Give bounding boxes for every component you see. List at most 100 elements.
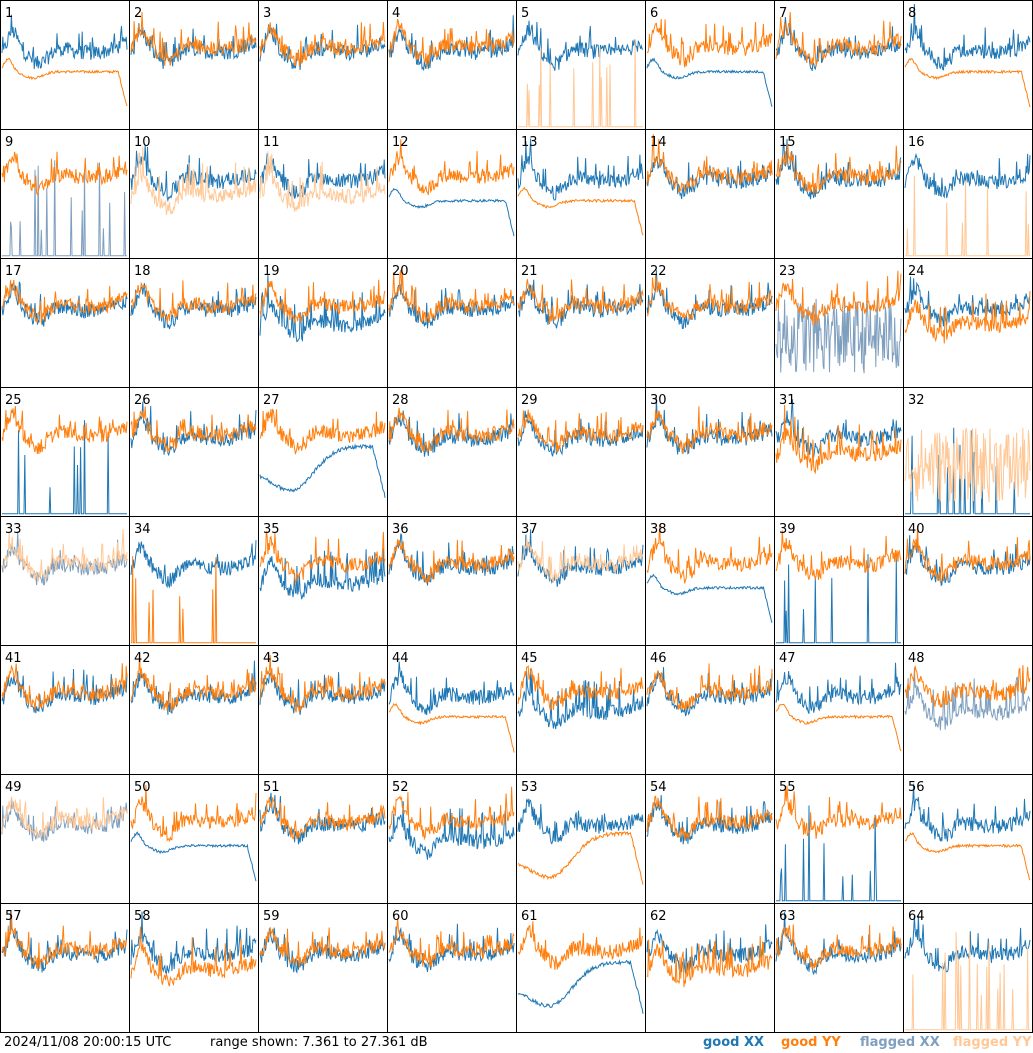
panel-13: 13 (516, 129, 646, 259)
series-yy-panel-17 (1, 279, 128, 324)
panel-label: 27 (263, 393, 280, 408)
panel-label: 32 (908, 393, 925, 408)
series-xx-panel-64 (904, 915, 1031, 973)
panel-52: 52 (387, 774, 517, 904)
series-xx-panel-5 (517, 20, 643, 71)
series-yy-panel-32 (904, 427, 1031, 503)
panel-label: 7 (779, 6, 787, 21)
panel-frame (129, 129, 259, 259)
timestamp: 2024/11/08 20:00:15 UTC (4, 1035, 172, 1050)
series-xx-panel-13 (517, 138, 644, 201)
series-yy-panel-36 (388, 539, 515, 584)
panel-frame (645, 516, 775, 646)
series-yy-panel-41 (1, 663, 128, 711)
panel-label: 9 (5, 135, 13, 150)
panel-label: 1 (5, 6, 13, 21)
panel-frame (516, 903, 646, 1033)
panel-frame (387, 903, 517, 1033)
series-yy-panel-43 (259, 654, 386, 713)
series-yy-panel-6 (646, 18, 773, 68)
panel-label: 63 (779, 909, 796, 924)
panel-label: 17 (5, 264, 22, 279)
panel-label: 59 (263, 909, 280, 924)
panel-label: 4 (392, 6, 400, 21)
panel-frame (0, 516, 130, 646)
series-xx-panel-41 (1, 668, 128, 714)
panel-19: 19 (258, 258, 388, 388)
panel-label: 51 (263, 780, 280, 795)
panel-frame (645, 645, 775, 775)
panel-frame (129, 258, 259, 388)
panel-15: 15 (774, 129, 904, 259)
panel-28: 28 (387, 387, 517, 517)
panel-frame (516, 387, 646, 517)
panel-frame (516, 774, 646, 904)
series-yy-panel-54 (646, 795, 773, 841)
panel-label: 13 (521, 135, 538, 150)
series-yy-panel-4 (388, 18, 515, 67)
panel-25: 25 (0, 387, 130, 517)
series-yy-panel-14 (646, 134, 773, 193)
panel-label: 35 (263, 522, 280, 537)
panel-frame (387, 516, 517, 646)
panel-42: 42 (129, 645, 259, 775)
panel-35: 35 (258, 516, 388, 646)
panel-label: 58 (134, 909, 151, 924)
series-yy-panel-29 (517, 409, 644, 453)
series-yy-panel-16 (905, 175, 1030, 257)
series-yy-panel-7 (775, 11, 902, 67)
panel-label: 29 (521, 393, 538, 408)
series-yy-panel-37 (517, 538, 644, 584)
panel-31: 31 (774, 387, 904, 517)
series-xx-panel-27 (259, 443, 386, 498)
series-yy-panel-58 (130, 926, 257, 987)
panel-label: 2 (134, 6, 142, 21)
panel-frame (774, 774, 904, 904)
series-yy-panel-34 (131, 556, 256, 644)
panel-label: 18 (134, 264, 151, 279)
panel-14: 14 (645, 129, 775, 259)
panel-label: 23 (779, 264, 796, 279)
panel-36: 36 (387, 516, 517, 646)
series-xx-panel-62 (646, 924, 773, 974)
panel-label: 12 (392, 135, 409, 150)
panel-frame (0, 774, 130, 904)
panel-frame (516, 258, 646, 388)
panel-7: 7 (774, 0, 904, 130)
panel-label: 48 (908, 651, 925, 666)
series-yy-panel-28 (388, 407, 515, 453)
panel-label: 8 (908, 6, 916, 21)
panel-label: 28 (392, 393, 409, 408)
panel-frame (903, 903, 1033, 1033)
panel-4: 4 (387, 0, 517, 130)
panel-label: 37 (521, 522, 538, 537)
series-yy-panel-42 (130, 653, 257, 711)
panel-9: 9 (0, 129, 130, 259)
series-xx-panel-9 (2, 160, 127, 257)
panel-label: 57 (5, 909, 22, 924)
panel-label: 21 (521, 264, 538, 279)
panel-frame (903, 516, 1033, 646)
series-yy-panel-61 (517, 921, 644, 971)
series-yy-panel-57 (1, 910, 128, 969)
series-yy-panel-27 (259, 408, 386, 455)
panel-frame (774, 903, 904, 1033)
series-yy-panel-10 (130, 146, 257, 215)
series-yy-panel-8 (904, 58, 1031, 108)
panel-frame (0, 903, 130, 1033)
panel-6: 6 (645, 0, 775, 130)
series-yy-panel-63 (775, 924, 902, 970)
panel-61: 61 (516, 903, 646, 1033)
panel-51: 51 (258, 774, 388, 904)
panel-16: 16 (903, 129, 1033, 259)
series-yy-panel-11 (259, 151, 386, 212)
series-xx-panel-58 (130, 911, 257, 975)
panel-47: 47 (774, 645, 904, 775)
panel-50: 50 (129, 774, 259, 904)
panel-64: 64 (903, 903, 1033, 1033)
panel-label: 44 (392, 651, 409, 666)
panel-38: 38 (645, 516, 775, 646)
panel-frame (0, 0, 130, 130)
series-xx-panel-61 (517, 959, 644, 1014)
